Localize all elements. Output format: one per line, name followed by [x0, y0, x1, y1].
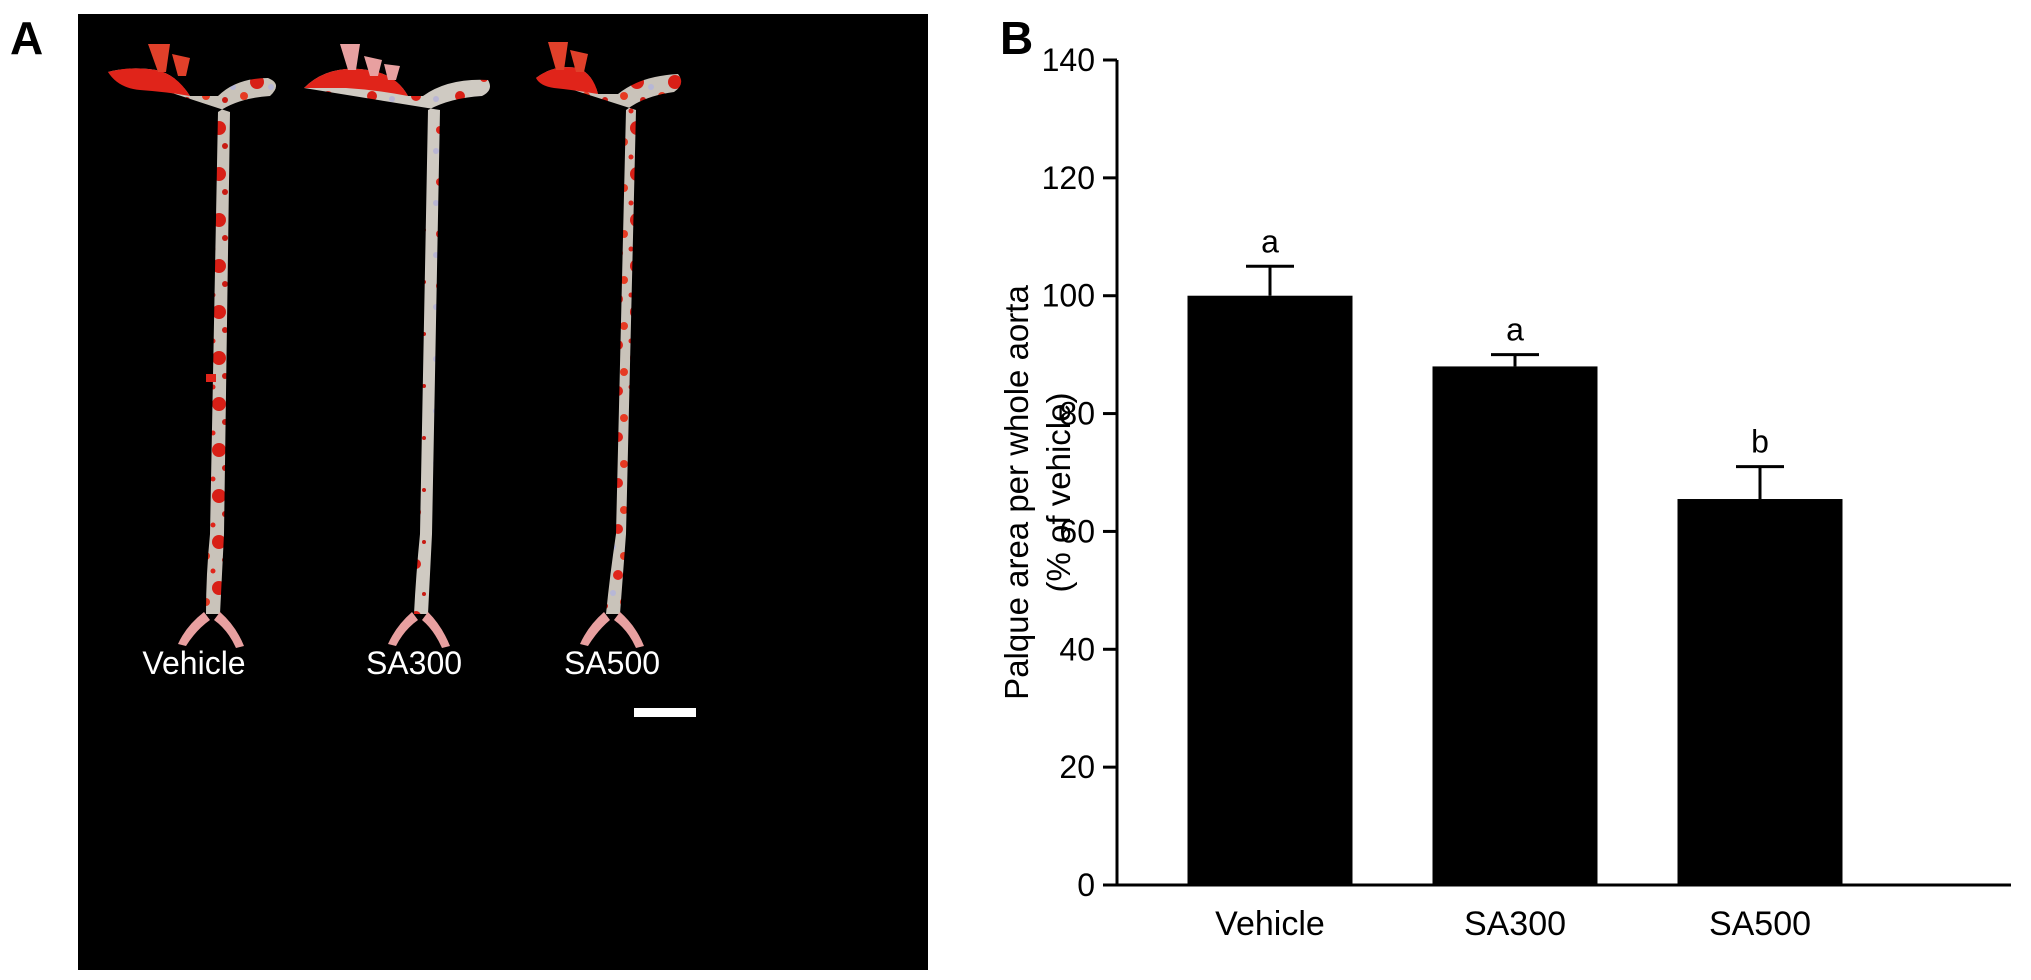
- scale-bar: [634, 708, 696, 717]
- bars: a Vehicle a SA300 b SA500: [1187, 223, 1843, 943]
- y-axis-label: Palque area per whole aorta (% of vehicle…: [998, 285, 1077, 700]
- bar-sa300: [1432, 366, 1598, 885]
- aorta-specimen-sa500: [536, 42, 682, 648]
- x-tick-label: SA500: [1709, 905, 1811, 943]
- y-tick-label: 80: [1059, 396, 1095, 432]
- y-tick-label: 100: [1042, 278, 1095, 314]
- photo-label-sa300: SA300: [366, 645, 462, 681]
- aorta-photo-panel: Vehicle SA300 SA500: [78, 14, 928, 970]
- aorta-specimen-sa300: [304, 44, 490, 648]
- y-tick-label: 120: [1042, 160, 1095, 196]
- y-tick-label: 140: [1042, 42, 1095, 78]
- photo-label-sa500: SA500: [564, 645, 660, 681]
- x-tick-label: SA300: [1464, 905, 1566, 943]
- bar-vehicle: [1187, 295, 1353, 885]
- x-tick-label: Vehicle: [1215, 905, 1325, 943]
- panel-a-label: A: [10, 12, 44, 64]
- y-axis-label-line: Palque area per whole aorta: [998, 285, 1035, 700]
- y-axis: 0 20 40 60 80 100 120 140: [1042, 42, 1119, 903]
- y-tick-label: 0: [1077, 867, 1095, 903]
- significance-label: a: [1261, 223, 1279, 259]
- y-tick-label: 60: [1059, 513, 1095, 549]
- y-axis-label-line: (% of vehicle): [1040, 393, 1077, 593]
- y-tick-label: 20: [1059, 749, 1095, 785]
- panel-b-label: B: [1000, 12, 1034, 64]
- aorta-specimen-vehicle: [108, 44, 277, 648]
- significance-label: a: [1506, 312, 1524, 348]
- bar-sa500: [1677, 499, 1843, 885]
- significance-label: b: [1751, 424, 1769, 460]
- photo-label-vehicle: Vehicle: [142, 645, 245, 681]
- y-tick-label: 40: [1059, 631, 1095, 667]
